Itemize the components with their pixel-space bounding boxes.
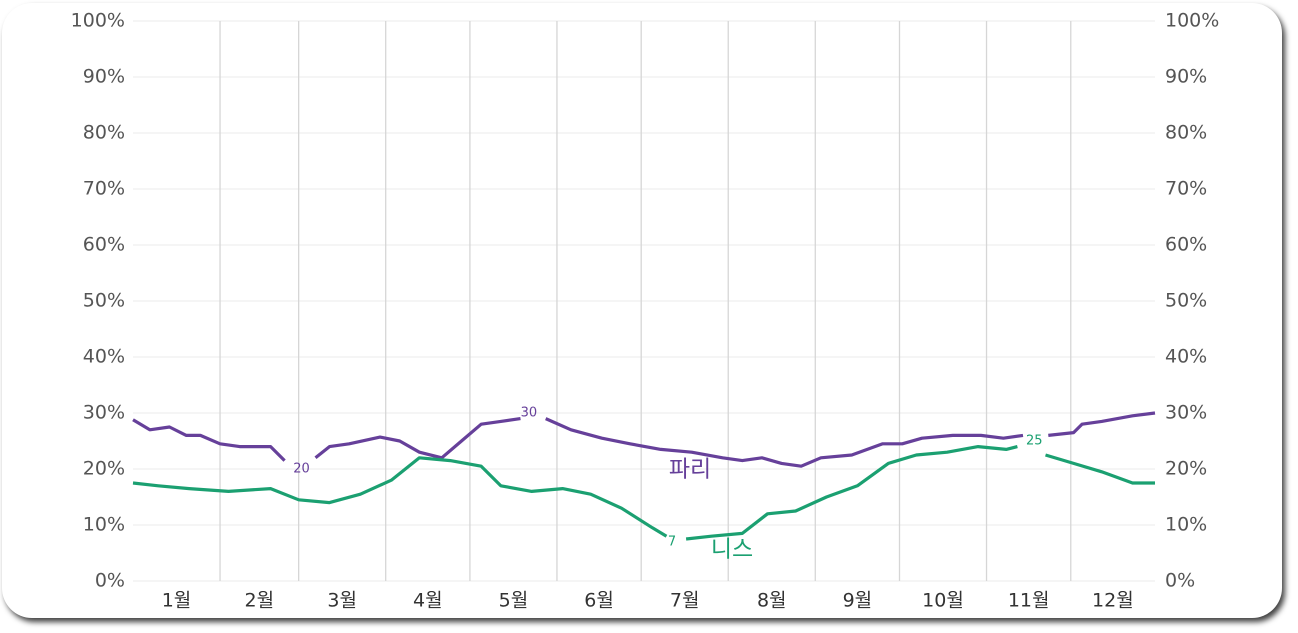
series-label: 니스 xyxy=(711,537,753,563)
y-tick-label: 10% xyxy=(83,514,125,536)
y2-tick-label: 30% xyxy=(1165,402,1207,424)
y2-tick-label: 10% xyxy=(1165,514,1207,536)
y-tick-label: 60% xyxy=(83,234,125,256)
y-tick-label: 40% xyxy=(83,346,125,368)
y2-tick-label: 90% xyxy=(1165,66,1207,88)
card xyxy=(2,3,1282,618)
y2-tick-label: 20% xyxy=(1165,458,1207,480)
x-tick-label: 5월 xyxy=(499,590,529,612)
series-label: 파리 xyxy=(669,457,711,483)
y2-tick-label: 100% xyxy=(1165,10,1219,32)
y-tick-label: 100% xyxy=(71,10,125,32)
y2-tick-label: 70% xyxy=(1165,178,1207,200)
y-tick-label: 80% xyxy=(83,122,125,144)
x-tick-label: 9월 xyxy=(843,590,873,612)
point-label: 30 xyxy=(521,406,538,421)
x-tick-label: 10월 xyxy=(922,590,964,612)
x-tick-label: 11월 xyxy=(1008,590,1050,612)
point-label: 25 xyxy=(1026,434,1043,449)
y-tick-label: 30% xyxy=(83,402,125,424)
x-tick-label: 7월 xyxy=(670,590,700,612)
x-tick-label: 12월 xyxy=(1092,590,1134,612)
x-tick-label: 6월 xyxy=(584,590,614,612)
y-tick-label: 70% xyxy=(83,178,125,200)
x-tick-label: 2월 xyxy=(245,590,275,612)
point-label: 7 xyxy=(668,534,676,549)
y2-tick-label: 50% xyxy=(1165,290,1207,312)
x-tick-label: 8월 xyxy=(757,590,787,612)
x-tick-label: 1월 xyxy=(162,590,192,612)
y2-tick-label: 60% xyxy=(1165,234,1207,256)
y2-tick-label: 40% xyxy=(1165,346,1207,368)
y-tick-label: 50% xyxy=(83,290,125,312)
y-tick-label: 90% xyxy=(83,66,125,88)
y2-tick-label: 80% xyxy=(1165,122,1207,144)
y-tick-label: 20% xyxy=(83,458,125,480)
x-tick-label: 3월 xyxy=(327,590,357,612)
series-line xyxy=(132,445,1155,541)
x-tick-label: 4월 xyxy=(413,590,443,612)
y-tick-label: 0% xyxy=(95,570,125,592)
point-label: 20 xyxy=(293,462,310,477)
y2-tick-label: 0% xyxy=(1165,570,1195,592)
series-line xyxy=(132,411,1156,468)
